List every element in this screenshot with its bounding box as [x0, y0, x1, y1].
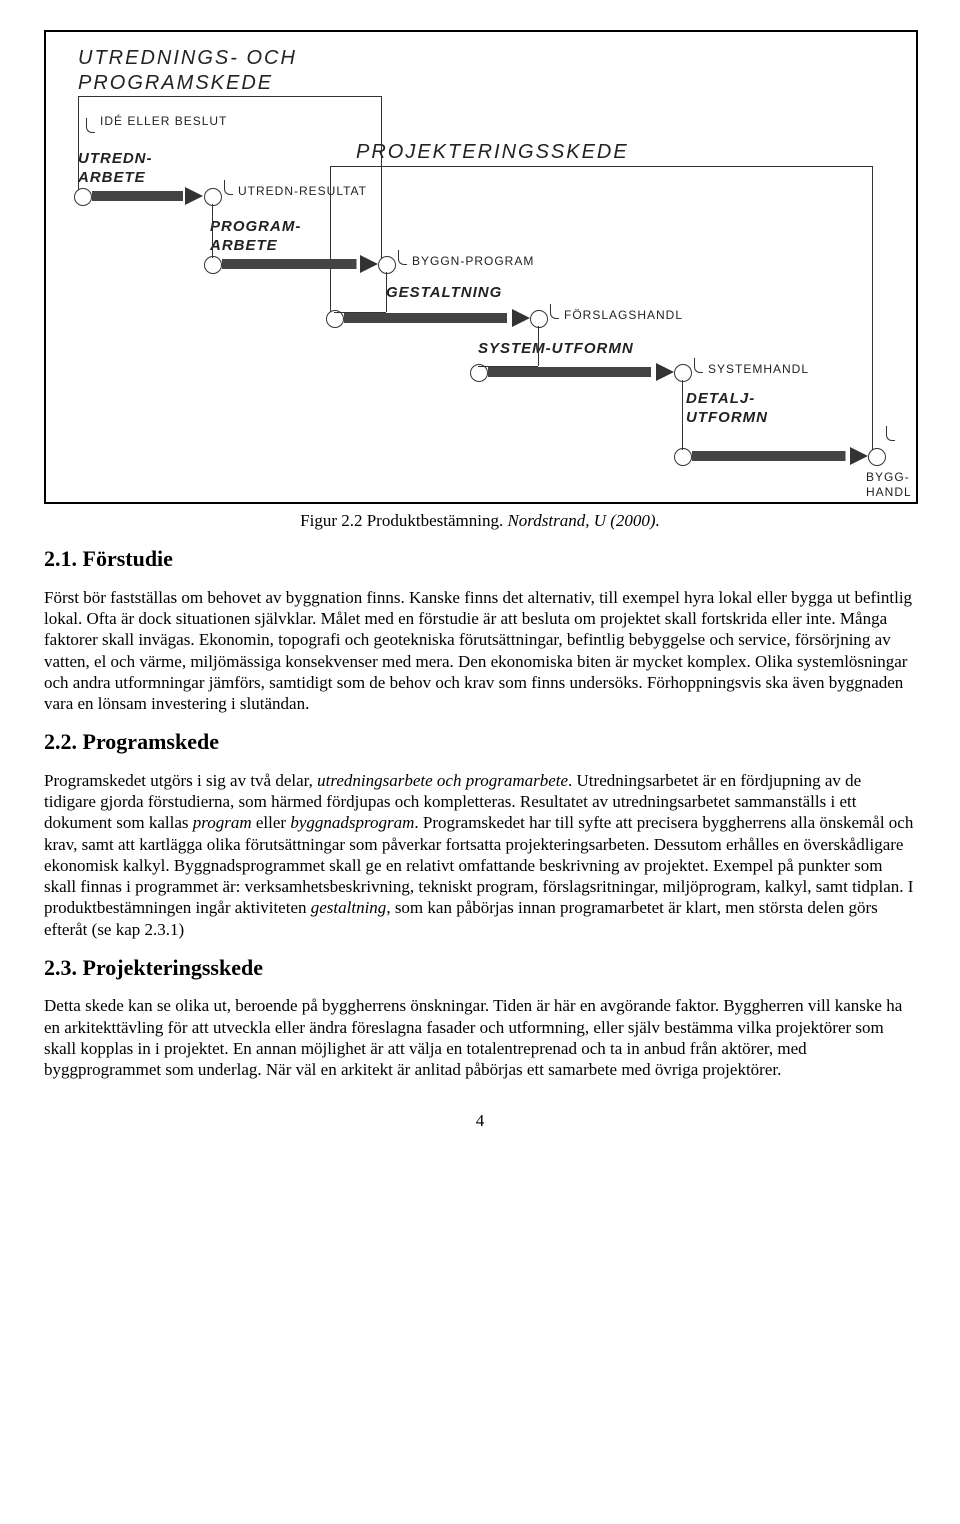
page-number: 4	[44, 1110, 916, 1131]
s2-p3: eller	[252, 813, 291, 832]
bracket-top-right	[381, 96, 382, 262]
arrow-3	[344, 313, 514, 323]
node-3	[204, 256, 222, 274]
s2-i1: utredningsarbete och programarbete	[317, 771, 568, 790]
label-utredn-resultat: UTREDN-RESULTAT	[238, 184, 367, 199]
hook-utredn-res	[224, 180, 233, 195]
hook-byggn	[398, 250, 407, 265]
drop-3b	[478, 366, 538, 367]
section-2-3-title: 2.3. Projekteringsskede	[44, 954, 916, 982]
heading-projektering: PROJEKTERINGSSKEDE	[356, 140, 629, 165]
section-2-1-title: 2.1. Förstudie	[44, 545, 916, 573]
node-8	[674, 364, 692, 382]
node-9	[674, 448, 692, 466]
figure-caption: Figur 2.2 Produktbestämning. Nordstrand,…	[44, 510, 916, 531]
heading-utredning-line1: UTREDNINGS- OCH PROGRAMSKEDE	[78, 47, 297, 94]
drop-1	[212, 204, 213, 258]
figure-caption-source: Nordstrand, U (2000).	[507, 511, 659, 530]
s2-i2: program	[193, 813, 252, 832]
label-gestaltning: GESTALTNING	[386, 284, 502, 303]
label-system-utformn: SYSTEM-UTFORMN	[478, 340, 634, 359]
hook-ide	[86, 118, 95, 133]
hook-system	[694, 358, 703, 373]
section-2-3-body: Detta skede kan se olika ut, beroende på…	[44, 995, 916, 1080]
label-byggn-program: BYGGN-PROGRAM	[412, 254, 534, 269]
arrow-1	[92, 191, 187, 201]
drop-2b	[334, 312, 386, 313]
label-ide: IDÉ ELLER BESLUT	[100, 114, 227, 129]
bracket-mid	[330, 166, 872, 167]
section-2-2-title: 2.2. Programskede	[44, 728, 916, 756]
section-2-2-body: Programskedet utgörs i sig av två delar,…	[44, 770, 916, 940]
node-6	[530, 310, 548, 328]
s2-p1: Programskedet utgörs i sig av två delar,	[44, 771, 317, 790]
section-2-1-body: Först bör fastställas om behovet av bygg…	[44, 587, 916, 715]
node-1	[74, 188, 92, 206]
s2-i4: gestaltning	[311, 898, 387, 917]
arrow-2	[222, 259, 362, 269]
label-utredn-arbete: UTREDN- ARBETE	[78, 150, 153, 188]
label-program-arbete: PROGRAM- ARBETE	[210, 218, 301, 256]
drop-2a	[386, 272, 387, 312]
node-10	[868, 448, 886, 466]
s2-i3: byggnadsprogram	[290, 813, 414, 832]
hook-bygg	[886, 426, 895, 441]
label-forslagshandl: FÖRSLAGSHANDL	[564, 308, 683, 323]
node-2	[204, 188, 222, 206]
label-systemhandl: SYSTEMHANDL	[708, 362, 809, 377]
drop-4	[682, 380, 683, 450]
arrow-4	[488, 367, 658, 377]
bracket-top	[78, 96, 381, 97]
hook-forslag	[550, 304, 559, 319]
drop-3a	[538, 326, 539, 366]
label-bygg-handl: BYGG- HANDL	[866, 470, 912, 500]
heading-utredning: UTREDNINGS- OCH PROGRAMSKEDE	[78, 46, 297, 96]
arrow-5	[692, 451, 852, 461]
figure-caption-prefix: Figur 2.2 Produktbestämning.	[300, 511, 507, 530]
node-4	[378, 256, 396, 274]
figure-frame: UTREDNINGS- OCH PROGRAMSKEDE PROJEKTERIN…	[44, 30, 918, 504]
bracket-mid-right	[872, 166, 873, 456]
label-detalj-utformn: DETALJ- UTFORMN	[686, 390, 768, 428]
